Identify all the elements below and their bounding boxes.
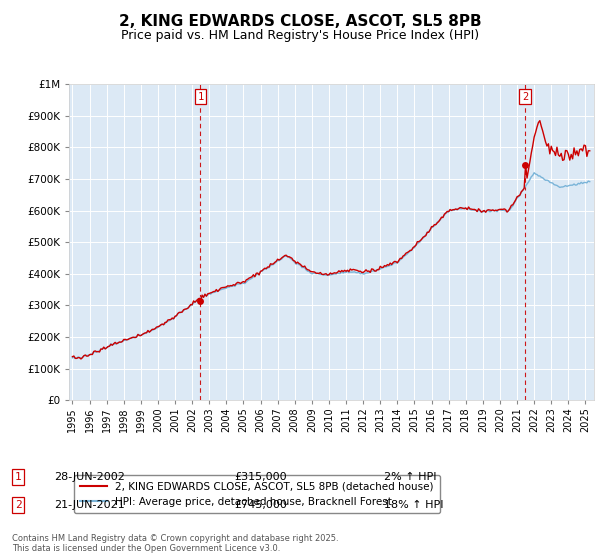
Text: 2, KING EDWARDS CLOSE, ASCOT, SL5 8PB: 2, KING EDWARDS CLOSE, ASCOT, SL5 8PB — [119, 14, 481, 29]
Text: 2% ↑ HPI: 2% ↑ HPI — [384, 472, 437, 482]
Text: 1: 1 — [197, 92, 203, 102]
Text: 2: 2 — [522, 92, 528, 102]
Text: Contains HM Land Registry data © Crown copyright and database right 2025.
This d: Contains HM Land Registry data © Crown c… — [12, 534, 338, 553]
Text: 1: 1 — [14, 472, 22, 482]
Text: 2: 2 — [14, 500, 22, 510]
Text: Price paid vs. HM Land Registry's House Price Index (HPI): Price paid vs. HM Land Registry's House … — [121, 29, 479, 42]
Text: £315,000: £315,000 — [234, 472, 287, 482]
Text: 21-JUN-2021: 21-JUN-2021 — [54, 500, 125, 510]
Text: £745,000: £745,000 — [234, 500, 287, 510]
Text: 18% ↑ HPI: 18% ↑ HPI — [384, 500, 443, 510]
Legend: 2, KING EDWARDS CLOSE, ASCOT, SL5 8PB (detached house), HPI: Average price, deta: 2, KING EDWARDS CLOSE, ASCOT, SL5 8PB (d… — [74, 475, 440, 513]
Text: 28-JUN-2002: 28-JUN-2002 — [54, 472, 125, 482]
